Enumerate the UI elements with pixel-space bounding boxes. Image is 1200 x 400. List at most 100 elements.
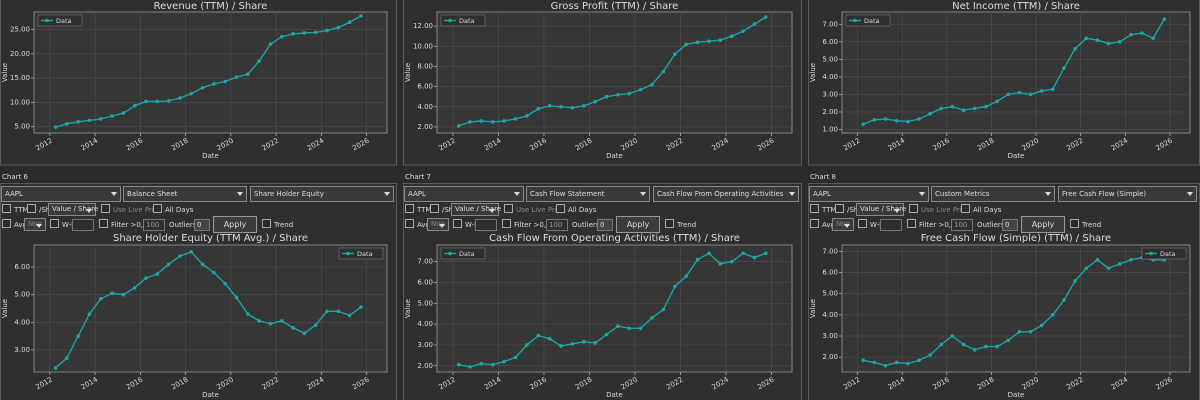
checkbox-box[interactable] — [153, 204, 162, 213]
checkbox-box[interactable] — [907, 219, 916, 228]
data-point — [1129, 258, 1133, 262]
checkbox-label: Trend — [274, 221, 294, 229]
checkbox-box[interactable] — [961, 204, 970, 213]
ttm-checkbox[interactable]: TTM — [2, 204, 28, 216]
live-price-checkbox[interactable]: Use Live Price — [504, 204, 565, 216]
apply-button[interactable]: Apply — [616, 216, 660, 233]
avg-checkbox[interactable]: Avg — [810, 219, 835, 231]
checkbox-box[interactable] — [556, 204, 565, 213]
mode-select[interactable]: Value / Share — [451, 203, 501, 216]
plot-area — [436, 11, 793, 134]
checkbox-box[interactable] — [504, 204, 513, 213]
ttm-checkbox[interactable]: TTM — [810, 204, 836, 216]
checkbox-box[interactable] — [1070, 219, 1079, 228]
statement-select[interactable]: Custom Metrics — [931, 186, 1055, 202]
y-tick-label: 5.00 — [822, 290, 838, 298]
checkbox-box[interactable] — [2, 204, 11, 213]
filter-checkbox[interactable]: Filter >0, < — [907, 219, 959, 231]
plot-area — [841, 11, 1191, 134]
filter-checkbox[interactable]: Filter >0, < — [99, 219, 151, 231]
wif-input[interactable] — [880, 219, 902, 231]
avg-checkbox[interactable]: Avg — [405, 219, 430, 231]
filter-checkbox[interactable]: Filter >0, < — [502, 219, 554, 231]
trend-checkbox[interactable]: Trend — [665, 219, 696, 231]
filter-input[interactable]: 100 — [546, 219, 568, 231]
wif-checkbox[interactable]: W-If — [50, 219, 76, 231]
outliers-input[interactable]: 0 — [597, 219, 613, 231]
per-share-checkbox[interactable]: /Shr — [835, 204, 861, 216]
checkbox-box[interactable] — [2, 219, 11, 228]
data-point — [559, 104, 563, 109]
chart-title: Revenue (TTM) / Share — [154, 1, 268, 12]
ticker-select[interactable]: AAPL — [809, 186, 929, 202]
checkbox-box[interactable] — [101, 204, 110, 213]
checkbox-box[interactable] — [99, 219, 108, 228]
checkbox-box[interactable] — [405, 219, 414, 228]
outliers-input[interactable]: 0 — [1002, 219, 1018, 231]
data-point — [984, 344, 988, 349]
ttm-checkbox[interactable]: TTM — [405, 204, 431, 216]
all-days-checkbox[interactable]: All Days — [556, 204, 596, 216]
data-point — [502, 119, 506, 123]
data-point — [1095, 38, 1100, 42]
wif-input[interactable] — [475, 219, 497, 231]
apply-button[interactable]: Apply — [1021, 216, 1065, 233]
checkbox-box[interactable] — [810, 219, 819, 228]
avg-select[interactable]: Non — [832, 218, 854, 231]
mode-select[interactable]: Value / Share — [856, 203, 906, 216]
checkbox-box[interactable] — [835, 204, 844, 213]
per-share-checkbox[interactable]: /Shr — [430, 204, 456, 216]
avg-select[interactable]: Non — [24, 218, 46, 231]
statement-select[interactable]: Balance Sheet — [123, 186, 247, 202]
avg-select[interactable]: Non — [427, 218, 449, 231]
checkbox-box[interactable] — [665, 219, 674, 228]
data-point — [1062, 298, 1066, 302]
data-point — [490, 362, 495, 367]
outliers-input[interactable]: 0 — [194, 219, 210, 231]
data-point — [1028, 92, 1033, 97]
wif-checkbox[interactable]: W-If — [453, 219, 479, 231]
wif-checkbox[interactable]: W-If — [858, 219, 884, 231]
all-days-checkbox[interactable]: All Days — [153, 204, 193, 216]
legend-label: Data — [1160, 250, 1176, 258]
trend-checkbox[interactable]: Trend — [1070, 219, 1101, 231]
checkbox-box[interactable] — [50, 219, 59, 228]
y-tick-label: 6.00 — [14, 263, 30, 271]
filter-input[interactable]: 100 — [143, 219, 165, 231]
filter-input[interactable]: 100 — [951, 219, 973, 231]
live-price-checkbox[interactable]: Use Live Price — [909, 204, 970, 216]
data-point — [155, 272, 160, 276]
data-point — [110, 291, 114, 296]
metric-select[interactable]: Share Holder Equity — [250, 186, 394, 202]
wif-input[interactable] — [72, 219, 94, 231]
ticker-select[interactable]: AAPL — [1, 186, 121, 202]
avg-checkbox[interactable]: Avg — [2, 219, 27, 231]
mode-select[interactable]: Value / Share — [48, 203, 98, 216]
metric-select[interactable]: Cash Flow From Operating Activities — [653, 186, 799, 202]
y-axis-label: Value — [1, 63, 9, 82]
statement-select[interactable]: Cash Flow Statement — [526, 186, 650, 202]
apply-button[interactable]: Apply — [213, 216, 257, 233]
x-axis-label: Date — [202, 391, 219, 399]
data-point — [268, 321, 273, 326]
checkbox-box[interactable] — [262, 219, 271, 228]
y-tick-label: 8.00 — [417, 62, 433, 70]
checkbox-box[interactable] — [858, 219, 867, 228]
trend-checkbox[interactable]: Trend — [262, 219, 293, 231]
checkbox-box[interactable] — [502, 219, 511, 228]
data-point — [1084, 36, 1089, 41]
ticker-select[interactable]: AAPL — [404, 186, 524, 202]
per-share-checkbox[interactable]: /Shr — [27, 204, 53, 216]
checkbox-label: TTM — [14, 206, 29, 214]
data-point — [53, 125, 58, 129]
all-days-checkbox[interactable]: All Days — [961, 204, 1001, 216]
checkbox-box[interactable] — [405, 204, 414, 213]
checkbox-box[interactable] — [430, 204, 439, 213]
checkbox-box[interactable] — [453, 219, 462, 228]
checkbox-box[interactable] — [909, 204, 918, 213]
metric-select[interactable]: Free Cash Flow (Simple) — [1058, 186, 1197, 202]
checkbox-label: Filter >0, < — [919, 221, 960, 229]
checkbox-box[interactable] — [810, 204, 819, 213]
live-price-checkbox[interactable]: Use Live Price — [101, 204, 162, 216]
checkbox-box[interactable] — [27, 204, 36, 213]
